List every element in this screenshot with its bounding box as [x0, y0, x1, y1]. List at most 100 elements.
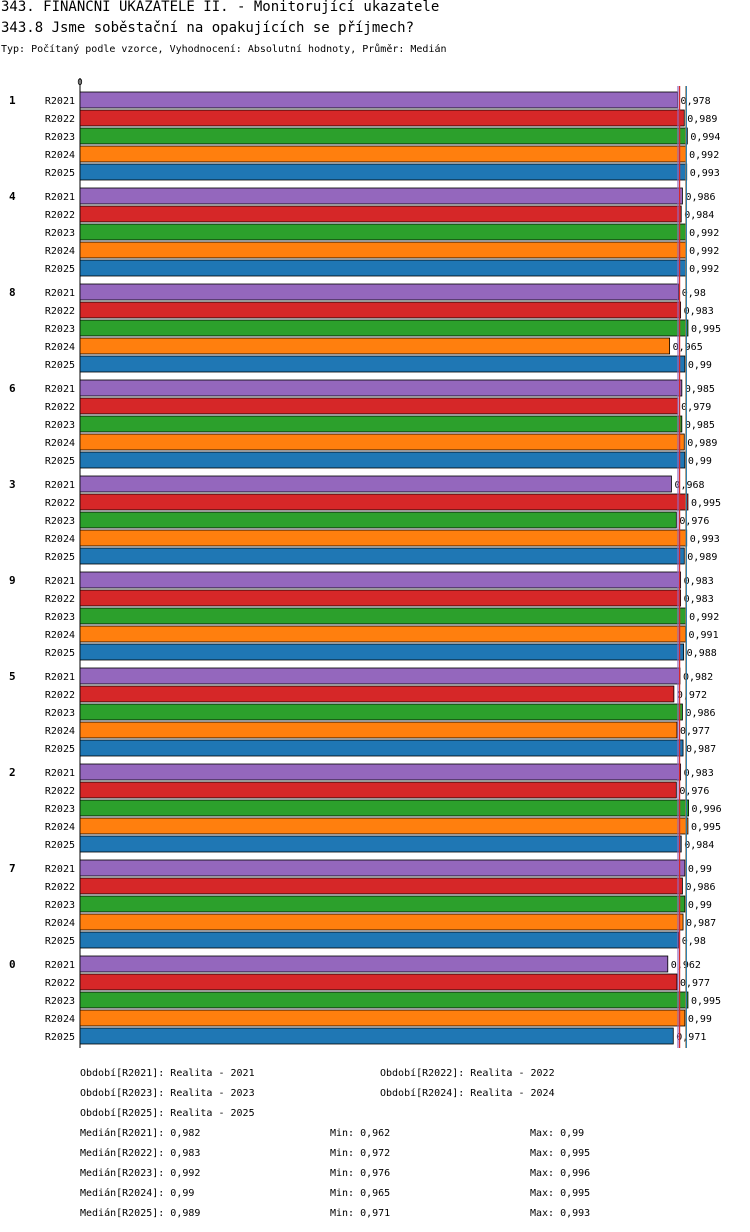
value-label-g6-R2021: 0,985: [685, 384, 715, 395]
stat-min-r2023: Min: 0,976: [330, 1168, 391, 1179]
series-label-g1-R2023: R2023: [45, 132, 75, 143]
value-label-g1-R2025: 0,993: [690, 168, 720, 179]
value-label-g2-R2023: 0,996: [692, 804, 722, 815]
bar-g4-R2025: [79, 259, 687, 277]
stat-median-r2024: Medián[R2024]: 0,99: [80, 1188, 195, 1199]
series-label-g1-R2024: R2024: [45, 150, 75, 161]
value-label-g9-R2025: 0,988: [687, 648, 717, 659]
value-label-g5-R2024: 0,977: [680, 726, 710, 737]
bar-g0-R2025: [79, 1027, 674, 1045]
value-label-g0-R2025: 0,971: [676, 1032, 706, 1043]
value-label-g8-R2022: 0,983: [684, 306, 714, 317]
value-label-g4-R2021: 0,986: [685, 192, 715, 203]
group-label-5: 5: [9, 670, 16, 683]
stat-max-r2022: Max: 0,995: [530, 1148, 591, 1159]
stat-max-r2023: Max: 0,996: [530, 1168, 591, 1179]
series-label-g8-R2023: R2023: [45, 324, 75, 335]
value-label-g3-R2021: 0,968: [674, 480, 704, 491]
series-label-g6-R2022: R2022: [45, 402, 75, 413]
bar-g4-R2021: [79, 187, 683, 205]
group-label-6: 6: [9, 382, 16, 395]
series-label-g8-R2024: R2024: [45, 342, 75, 353]
legend-period-r2021: Období[R2021]: Realita - 2021: [80, 1068, 255, 1079]
group-label-7: 7: [9, 862, 16, 875]
series-label-g1-R2025: R2025: [45, 168, 75, 179]
bar-g3-R2022: [79, 493, 689, 511]
bar-g4-R2022: [79, 205, 682, 223]
bar-g6-R2021: [79, 379, 683, 397]
series-label-g2-R2023: R2023: [45, 804, 75, 815]
value-label-g5-R2021: 0,982: [683, 672, 713, 683]
series-label-g2-R2024: R2024: [45, 822, 75, 833]
group-label-2: 2: [9, 766, 16, 779]
series-label-g0-R2024: R2024: [45, 1014, 75, 1025]
value-label-g0-R2024: 0,99: [688, 1014, 712, 1025]
series-label-g5-R2022: R2022: [45, 690, 75, 701]
series-label-g2-R2021: R2021: [45, 768, 75, 779]
value-label-g6-R2025: 0,99: [688, 456, 712, 467]
series-label-g5-R2021: R2021: [45, 672, 75, 683]
series-label-g6-R2023: R2023: [45, 420, 75, 431]
series-label-g7-R2021: R2021: [45, 864, 75, 875]
series-label-g3-R2025: R2025: [45, 552, 75, 563]
value-label-g7-R2024: 0,987: [686, 918, 716, 929]
chart-subtitle: Typ: Počítaný podle vzorce, Vyhodnocení:…: [1, 44, 447, 55]
bar-g2-R2024: [79, 817, 689, 835]
value-label-g6-R2024: 0,989: [687, 438, 717, 449]
legend-period-r2024: Období[R2024]: Realita - 2024: [380, 1088, 555, 1099]
series-label-g6-R2024: R2024: [45, 438, 75, 449]
bar-g6-R2023: [79, 415, 683, 433]
bar-g9-R2023: [79, 607, 687, 625]
value-label-g8-R2023: 0,995: [691, 324, 721, 335]
group-label-3: 3: [9, 478, 16, 491]
series-label-g0-R2023: R2023: [45, 996, 75, 1007]
series-label-g9-R2022: R2022: [45, 594, 75, 605]
group-label-1: 1: [9, 94, 16, 107]
value-label-g1-R2021: 0,978: [681, 96, 711, 107]
bar-g1-R2022: [79, 109, 685, 127]
value-label-g0-R2023: 0,995: [691, 996, 721, 1007]
value-label-g5-R2023: 0,986: [685, 708, 715, 719]
stat-min-r2024: Min: 0,965: [330, 1188, 391, 1199]
bar-g9-R2021: [79, 571, 682, 589]
value-label-g2-R2025: 0,984: [684, 840, 714, 851]
series-label-g8-R2021: R2021: [45, 288, 75, 299]
legend-period-r2025: Období[R2025]: Realita - 2025: [80, 1108, 255, 1119]
value-label-g8-R2025: 0,99: [688, 360, 712, 371]
bar-g1-R2021: [79, 91, 678, 109]
value-label-g2-R2022: 0,976: [679, 786, 709, 797]
series-label-g3-R2023: R2023: [45, 516, 75, 527]
bar-g8-R2024: [79, 337, 671, 355]
bar-g8-R2022: [79, 301, 682, 319]
series-label-g7-R2025: R2025: [45, 936, 75, 947]
value-label-g9-R2024: 0,991: [689, 630, 719, 641]
series-label-g6-R2025: R2025: [45, 456, 75, 467]
stat-median-r2021: Medián[R2021]: 0,982: [80, 1128, 201, 1139]
group-label-0: 0: [9, 958, 16, 971]
group-label-4: 4: [9, 190, 16, 203]
value-label-g1-R2022: 0,989: [687, 114, 717, 125]
question-title: 343.8 Jsme soběstační na opakujících se …: [1, 20, 415, 36]
bar-g7-R2023: [79, 895, 686, 913]
bar-g2-R2023: [79, 799, 689, 817]
series-label-g9-R2021: R2021: [45, 576, 75, 587]
stat-min-r2025: Min: 0,971: [330, 1208, 391, 1219]
bar-g1-R2025: [79, 163, 688, 181]
series-label-g0-R2022: R2022: [45, 978, 75, 989]
series-label-g7-R2024: R2024: [45, 918, 75, 929]
group-label-8: 8: [9, 286, 16, 299]
value-label-g3-R2025: 0,989: [687, 552, 717, 563]
series-label-g6-R2021: R2021: [45, 384, 75, 395]
bar-g1-R2023: [79, 127, 688, 145]
bar-g1-R2024: [79, 145, 687, 163]
value-label-g9-R2022: 0,983: [684, 594, 714, 605]
bar-g8-R2025: [79, 355, 686, 373]
series-label-g8-R2025: R2025: [45, 360, 75, 371]
series-label-g4-R2022: R2022: [45, 210, 75, 221]
bar-g7-R2022: [79, 877, 683, 895]
bar-g0-R2021: [79, 955, 669, 973]
bar-g9-R2022: [79, 589, 682, 607]
series-label-g2-R2025: R2025: [45, 840, 75, 851]
bar-g2-R2025: [79, 835, 682, 853]
value-label-g7-R2025: 0,98: [682, 936, 706, 947]
